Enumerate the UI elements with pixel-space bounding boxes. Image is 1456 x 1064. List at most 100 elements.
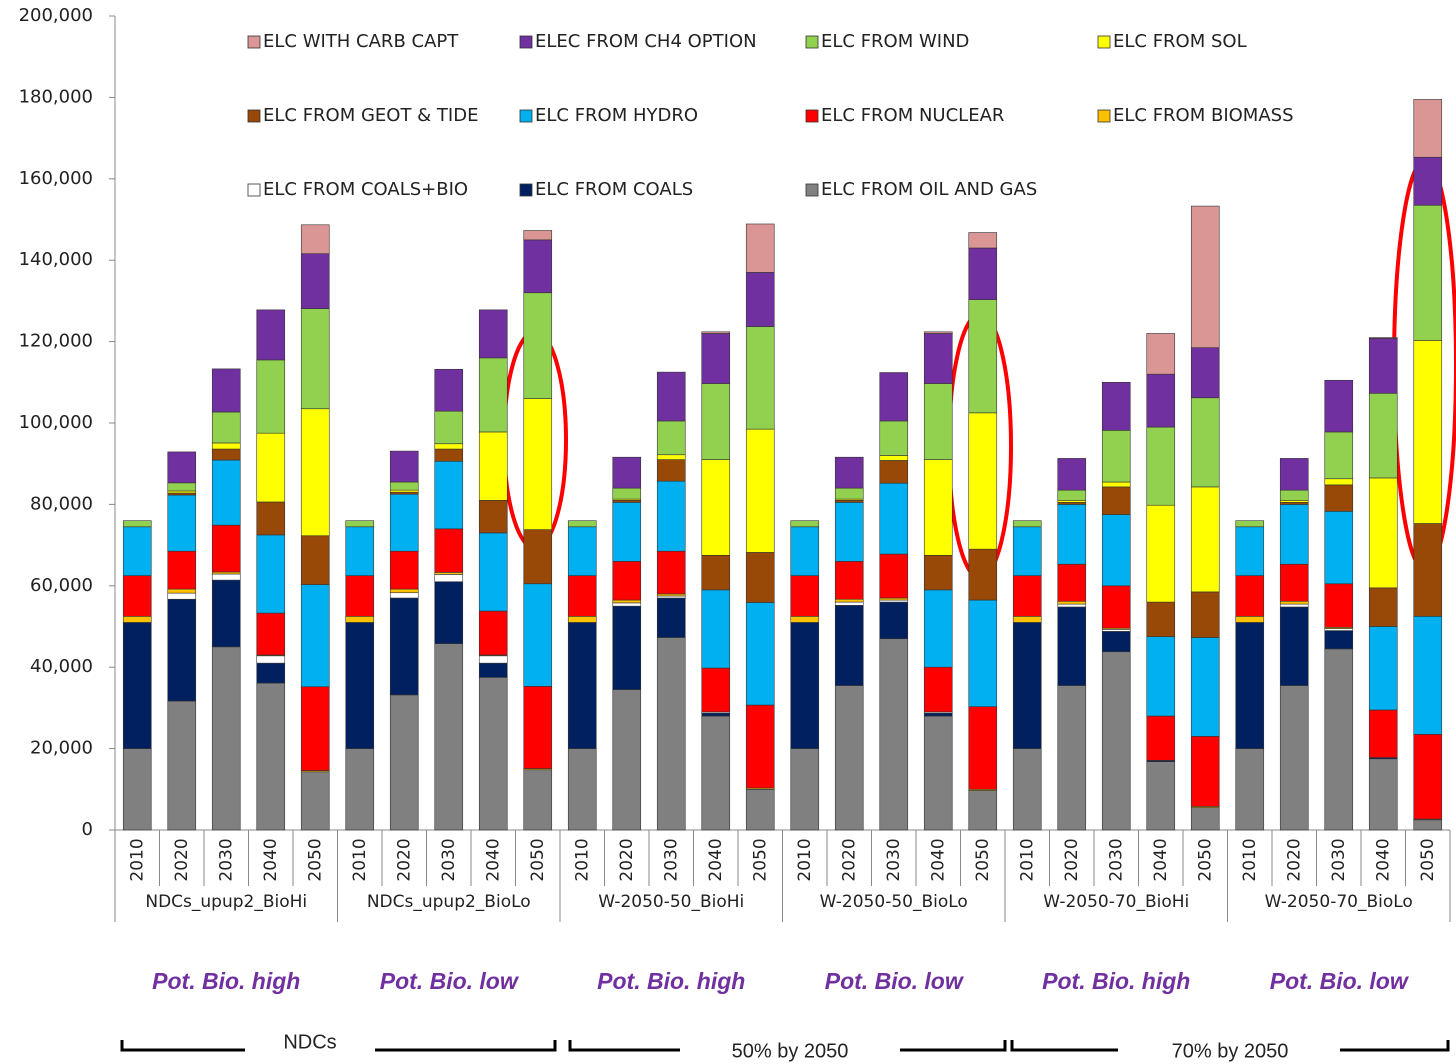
legend-label: ELC FROM HYDRO xyxy=(535,105,698,126)
bar-segment xyxy=(523,230,553,241)
y-tick-label: 80,000 xyxy=(30,493,93,514)
bar-segment xyxy=(1368,392,1398,479)
bar-segment xyxy=(256,655,286,664)
x-tick-label: 2010 xyxy=(127,838,147,881)
bracket-label: 50% by 2050 xyxy=(732,1040,849,1062)
bar-segment xyxy=(1057,563,1087,602)
legend-label: ELC FROM BIOMASS xyxy=(1113,105,1294,126)
bar-segment xyxy=(834,685,864,831)
bar-segment xyxy=(656,420,686,456)
bar-segment xyxy=(879,482,909,555)
bar-segment xyxy=(1324,511,1354,585)
bar-segment xyxy=(1057,489,1087,501)
bar-segment xyxy=(256,662,286,684)
bar-segment xyxy=(167,588,197,594)
bar-segment xyxy=(1012,575,1042,617)
bar-segment xyxy=(256,534,286,614)
bar-segment xyxy=(122,520,152,528)
x-tick-label: 2030 xyxy=(1329,838,1349,881)
bar-segment xyxy=(745,552,775,603)
y-tick-label: 200,000 xyxy=(19,5,93,26)
bar-segment xyxy=(167,700,197,831)
y-tick-label: 40,000 xyxy=(30,656,93,677)
bar-segment xyxy=(122,526,152,576)
bar-segment xyxy=(656,550,686,595)
bar-segment xyxy=(1146,601,1176,637)
bar-segment xyxy=(478,662,508,678)
bar-segment xyxy=(656,480,686,552)
bar-segment xyxy=(1057,600,1087,605)
legend-label: ELC FROM COALS xyxy=(535,179,693,200)
x-tick-label: 2040 xyxy=(706,838,726,881)
bar-segment xyxy=(923,589,953,668)
bracket-label: 70% by 2050 xyxy=(1172,1040,1289,1062)
bracket xyxy=(120,1040,245,1052)
bar-segment xyxy=(923,554,953,591)
bar-segment xyxy=(790,616,820,623)
bar-segment xyxy=(1279,606,1309,686)
bar-segment xyxy=(879,460,909,484)
bar-segment xyxy=(1146,761,1176,831)
bar-segment xyxy=(345,616,375,623)
bar-segment xyxy=(1324,431,1354,480)
bar-segment xyxy=(389,588,419,594)
bar-segment xyxy=(1101,514,1131,587)
bar-segment xyxy=(345,575,375,617)
bar-segment xyxy=(612,689,642,831)
bar-segment xyxy=(211,411,241,444)
bar-segment xyxy=(834,502,864,562)
bar-segment xyxy=(656,595,686,599)
y-tick-label: 60,000 xyxy=(30,575,93,596)
bar-segment xyxy=(389,694,419,831)
x-tick-label: 2030 xyxy=(884,838,904,881)
bar-segment xyxy=(1190,347,1220,399)
bar-segment xyxy=(1012,622,1042,749)
bar-segment xyxy=(745,602,775,706)
bar-segment xyxy=(122,575,152,617)
bar-segment xyxy=(656,597,686,638)
y-tick-label: 180,000 xyxy=(19,86,93,107)
bar-segment xyxy=(1190,736,1220,807)
bar-segment xyxy=(1324,648,1354,831)
bar-segment xyxy=(968,548,998,601)
bar-segment xyxy=(834,487,864,500)
bar-segment xyxy=(612,456,642,489)
bar-segment xyxy=(701,667,731,713)
bar-segment xyxy=(1190,397,1220,488)
bar-segment xyxy=(345,526,375,576)
bar-segment xyxy=(211,459,241,526)
legend-label: ELC FROM WIND xyxy=(821,31,969,52)
x-tick-label: 2020 xyxy=(839,838,859,881)
bar-segment xyxy=(167,550,197,590)
legend-swatch xyxy=(1097,35,1111,49)
x-tick-label: 2050 xyxy=(750,838,770,881)
bar-segment xyxy=(478,357,508,433)
bar-segment xyxy=(478,431,508,501)
bar-segment xyxy=(1413,204,1443,341)
bar-segment xyxy=(1324,628,1354,631)
bar-segment xyxy=(300,584,330,688)
bar-segment xyxy=(167,490,197,494)
bar-segment xyxy=(968,706,998,790)
x-tick-label: 2020 xyxy=(172,838,192,881)
x-tick-label: 2020 xyxy=(1062,838,1082,881)
legend-label: ELC FROM NUCLEAR xyxy=(821,105,1004,126)
bar-segment xyxy=(256,309,286,361)
bar-segment xyxy=(1368,587,1398,627)
bar-segment xyxy=(1057,603,1087,608)
bar-segment xyxy=(968,247,998,300)
bar-segment xyxy=(879,372,909,422)
bar-segment xyxy=(1324,630,1354,650)
bar-segment xyxy=(1279,600,1309,605)
bracket xyxy=(1010,1040,1118,1052)
bar-segment xyxy=(478,532,508,612)
legend-swatch xyxy=(805,35,819,49)
bar-segment xyxy=(389,493,419,552)
group-label: W-2050-70_BioLo xyxy=(1265,892,1413,912)
group-label: W-2050-50_BioHi xyxy=(598,892,744,912)
x-tick-label: 2010 xyxy=(1017,838,1037,881)
bar-segment xyxy=(1190,591,1220,638)
bar-segment xyxy=(389,489,419,493)
bar-segment xyxy=(1279,603,1309,608)
bar-segment xyxy=(1190,637,1220,737)
